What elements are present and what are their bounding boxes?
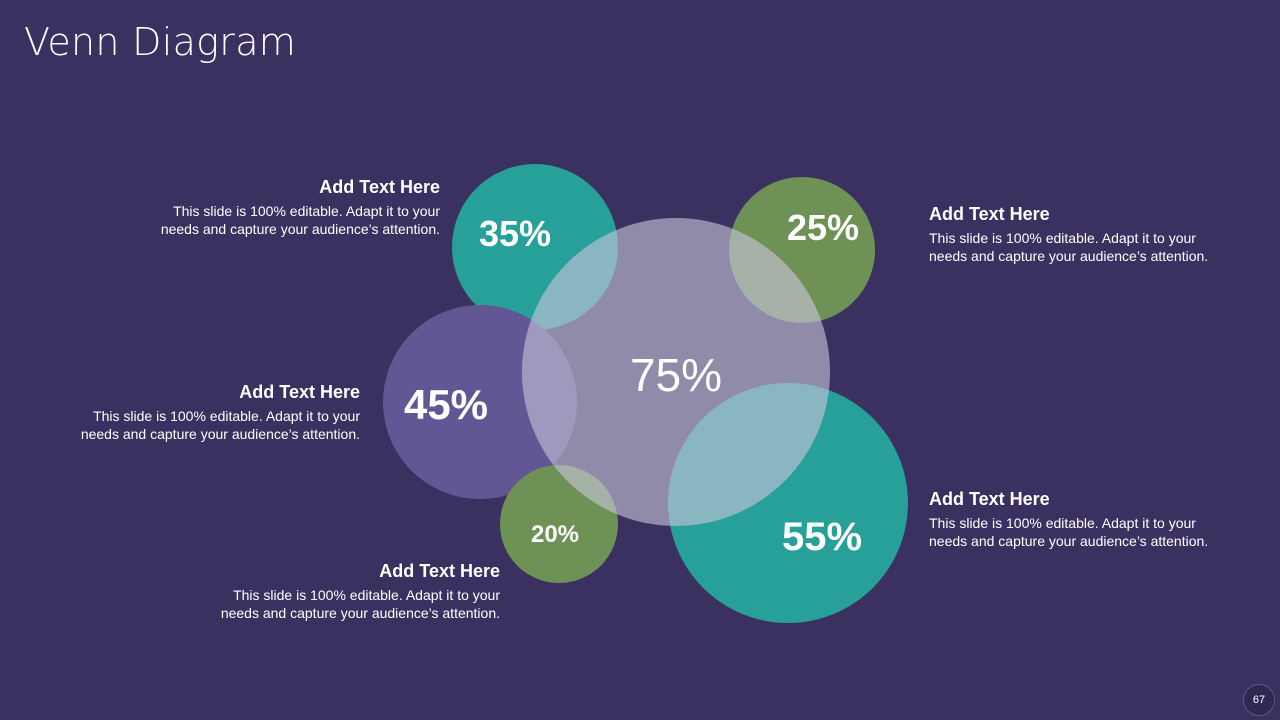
- text-body-line: needs and capture your audience’s attent…: [160, 221, 440, 237]
- text-heading: Add Text Here: [929, 204, 1050, 224]
- text-block-top-right: Add Text Here This slide is 100% editabl…: [929, 203, 1259, 265]
- text-body-line: needs and capture your audience’s attent…: [929, 533, 1209, 549]
- circle-center: [522, 218, 830, 526]
- text-block-top-left: Add Text Here This slide is 100% editabl…: [110, 176, 440, 238]
- text-body-line: This slide is 100% editable. Adapt it to…: [233, 587, 500, 603]
- text-block-middle-left: Add Text Here This slide is 100% editabl…: [30, 381, 360, 443]
- text-body-line: This slide is 100% editable. Adapt it to…: [173, 203, 440, 219]
- label-bottom-right: 55%: [782, 515, 862, 559]
- text-block-bottom-right: Add Text Here This slide is 100% editabl…: [929, 488, 1259, 550]
- label-middle-left: 45%: [404, 381, 488, 428]
- text-body-line: This slide is 100% editable. Adapt it to…: [93, 408, 360, 424]
- text-body-line: This slide is 100% editable. Adapt it to…: [929, 230, 1196, 246]
- label-top-right: 25%: [787, 207, 859, 248]
- slide-title: Venn Diagram: [24, 20, 297, 64]
- text-body-line: This slide is 100% editable. Adapt it to…: [929, 515, 1196, 531]
- label-center: 75%: [630, 349, 722, 401]
- text-heading: Add Text Here: [239, 382, 360, 402]
- text-body-line: needs and capture your audience’s attent…: [80, 426, 360, 442]
- page-number: 67: [1243, 684, 1275, 716]
- label-top-left: 35%: [479, 213, 551, 254]
- text-heading: Add Text Here: [929, 489, 1050, 509]
- text-body-line: needs and capture your audience’s attent…: [220, 605, 500, 621]
- label-bottom-left: 20%: [531, 521, 579, 548]
- text-block-bottom-left: Add Text Here This slide is 100% editabl…: [170, 560, 500, 622]
- text-body-line: needs and capture your audience’s attent…: [929, 248, 1209, 264]
- text-heading: Add Text Here: [319, 177, 440, 197]
- text-heading: Add Text Here: [379, 561, 500, 581]
